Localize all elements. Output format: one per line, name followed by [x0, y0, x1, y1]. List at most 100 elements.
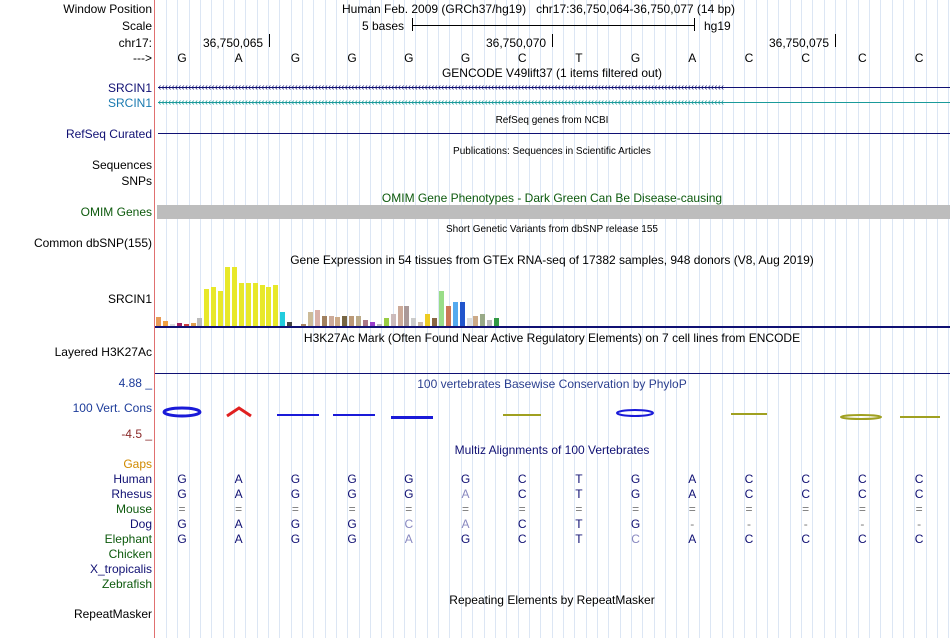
species-label[interactable]: Zebrafish	[101, 577, 152, 591]
gencode-gene-2-label[interactable]: SRCIN1	[107, 96, 152, 110]
gtex-tissue-bar[interactable]	[335, 317, 341, 326]
gtex-tissue-bar[interactable]	[204, 289, 210, 326]
multiz-gaps-label[interactable]: Gaps	[123, 457, 152, 471]
multiz-track-title[interactable]: Multiz Alignments of 100 Vertebrates	[454, 443, 650, 457]
gtex-tissue-bar[interactable]	[169, 324, 175, 326]
gtex-tissue-bar[interactable]	[197, 318, 203, 326]
dbsnp-track-title[interactable]: Short Genetic Variants from dbSNP releas…	[446, 224, 658, 235]
gtex-tissue-bar[interactable]	[245, 283, 251, 326]
gtex-tissue-bar[interactable]	[376, 324, 382, 326]
gtex-tissue-bar[interactable]	[162, 321, 168, 326]
gtex-tissue-bar[interactable]	[404, 306, 410, 326]
gtex-tissue-bar[interactable]	[466, 318, 472, 326]
species-label[interactable]: Dog	[129, 517, 152, 531]
h3k27ac-label[interactable]: Layered H3K27Ac	[54, 345, 152, 359]
gtex-tissue-bar[interactable]	[459, 302, 465, 326]
gtex-tissue-bar[interactable]	[432, 318, 437, 326]
conservation-label[interactable]: 100 Vert. Cons	[72, 401, 152, 415]
alignment-base: A	[234, 517, 243, 531]
species-label[interactable]: Chicken	[108, 547, 152, 561]
gtex-tissue-bar[interactable]	[259, 285, 265, 326]
gtex-tissue-bar[interactable]	[176, 323, 182, 326]
gtex-tissue-bar[interactable]	[397, 306, 403, 326]
omim-feature-bar[interactable]	[157, 205, 950, 219]
gtex-tissue-bar[interactable]	[369, 322, 375, 326]
h3k27ac-track-title[interactable]: H3K27Ac Mark (Often Found Near Active Re…	[303, 331, 801, 345]
conservation-track-title[interactable]: 100 vertebrates Basewise Conservation by…	[417, 377, 687, 391]
gtex-tissue-bar[interactable]	[487, 320, 493, 326]
alignment-base: -	[860, 517, 865, 531]
alignment-base: =	[745, 502, 753, 516]
omim-track-title[interactable]: OMIM Gene Phenotypes - Dark Green Can Be…	[381, 191, 723, 205]
omim-label[interactable]: OMIM Genes	[80, 205, 152, 219]
alignment-base: =	[178, 502, 186, 516]
gencode-gene-1-label[interactable]: SRCIN1	[107, 81, 152, 95]
gtex-tissue-bar[interactable]	[211, 287, 217, 326]
gtex-tissue-bar[interactable]	[342, 316, 348, 326]
gtex-tissue-bar[interactable]	[328, 316, 334, 326]
window-coords[interactable]: chr17:36,750,064-36,750,077 (14 bp)	[536, 2, 735, 16]
gtex-tissue-bar[interactable]	[231, 267, 237, 326]
gencode-gene-2-feature[interactable]: ‹‹‹‹‹‹‹‹‹‹‹‹‹‹‹‹‹‹‹‹‹‹‹‹‹‹‹‹‹‹‹‹‹‹‹‹‹‹‹‹…	[158, 98, 950, 107]
repeatmasker-label[interactable]: RepeatMasker	[73, 607, 152, 621]
alignment-base: G	[460, 472, 471, 486]
gencode-gene-1-feature[interactable]: ‹‹‹‹‹‹‹‹‹‹‹‹‹‹‹‹‹‹‹‹‹‹‹‹‹‹‹‹‹‹‹‹‹‹‹‹‹‹‹‹…	[158, 83, 950, 92]
gtex-tissue-bar[interactable]	[156, 317, 161, 326]
strand-arrow-label[interactable]: --->	[133, 51, 152, 65]
species-label[interactable]: Rhesus	[111, 487, 152, 501]
gtex-tissue-bar[interactable]	[273, 285, 279, 326]
gtex-tissue-bar[interactable]	[438, 291, 444, 326]
conservation-ymin-label: -4.5 _	[121, 427, 152, 441]
gtex-tissue-bar[interactable]	[300, 324, 306, 326]
gtex-tissue-bar[interactable]	[480, 314, 486, 326]
gtex-tissue-bar[interactable]	[494, 318, 500, 326]
gtex-tissue-bar[interactable]	[314, 310, 320, 326]
repeatmasker-track-title[interactable]: Repeating Elements by RepeatMasker	[449, 593, 655, 607]
gtex-tissue-bar[interactable]	[411, 318, 417, 326]
gtex-tissue-bar[interactable]	[390, 314, 396, 326]
refseq-track-title[interactable]: RefSeq genes from NCBI	[495, 115, 609, 126]
guide-line	[801, 0, 802, 638]
gtex-tissue-bar[interactable]	[225, 267, 230, 326]
species-label[interactable]: Mouse	[115, 502, 152, 516]
gtex-tissue-bar[interactable]	[418, 322, 424, 326]
publications-track-title[interactable]: Publications: Sequences in Scientific Ar…	[453, 146, 651, 157]
gtex-tissue-bar[interactable]	[307, 312, 313, 326]
species-label[interactable]: Human	[113, 472, 152, 486]
gtex-tissue-bar[interactable]	[356, 316, 362, 326]
refseq-label[interactable]: RefSeq Curated	[65, 127, 152, 141]
gtex-tissue-bar[interactable]	[183, 324, 189, 326]
gtex-tissue-bar[interactable]	[383, 318, 389, 326]
gtex-tissue-bar[interactable]	[349, 316, 355, 326]
alignment-base: A	[404, 532, 413, 546]
gtex-tissue-bar[interactable]	[425, 314, 431, 326]
species-label[interactable]: Elephant	[104, 532, 152, 546]
gtex-gene-label[interactable]: SRCIN1	[107, 292, 152, 306]
gtex-tissue-bar[interactable]	[190, 323, 196, 326]
gtex-tissue-bar[interactable]	[363, 320, 368, 326]
gtex-tissue-bar[interactable]	[252, 283, 258, 326]
dbsnp-label[interactable]: Common dbSNP(155)	[33, 236, 152, 250]
species-label[interactable]: X_tropicalis	[89, 562, 152, 576]
logo-g-3	[277, 414, 319, 416]
gtex-tissue-bar[interactable]	[266, 287, 272, 326]
gtex-track-title[interactable]: Gene Expression in 54 tissues from GTEx …	[290, 253, 814, 267]
guide-line	[778, 0, 779, 638]
gtex-tissue-bar[interactable]	[321, 316, 327, 326]
reference-base: A	[688, 51, 697, 65]
guide-line	[892, 0, 893, 638]
gtex-tissue-bar[interactable]	[473, 316, 479, 326]
gtex-tissue-bar[interactable]	[445, 306, 451, 326]
gtex-tissue-bar[interactable]	[280, 312, 286, 326]
gencode-track-title[interactable]: GENCODE V49lift37 (1 items filtered out)	[441, 66, 663, 80]
gtex-tissue-bar[interactable]	[452, 302, 458, 326]
conservation-sequence-logo[interactable]	[155, 400, 950, 426]
publications-snps-label[interactable]: SNPs	[121, 174, 152, 188]
guide-line	[903, 0, 904, 638]
gtex-tissue-bar[interactable]	[287, 322, 293, 326]
guide-line	[722, 0, 723, 638]
gtex-tissue-bar[interactable]	[238, 283, 244, 326]
publications-sequences-label[interactable]: Sequences	[91, 158, 152, 172]
gtex-tissue-bar[interactable]	[218, 291, 224, 326]
refseq-gene-line[interactable]	[158, 133, 950, 134]
